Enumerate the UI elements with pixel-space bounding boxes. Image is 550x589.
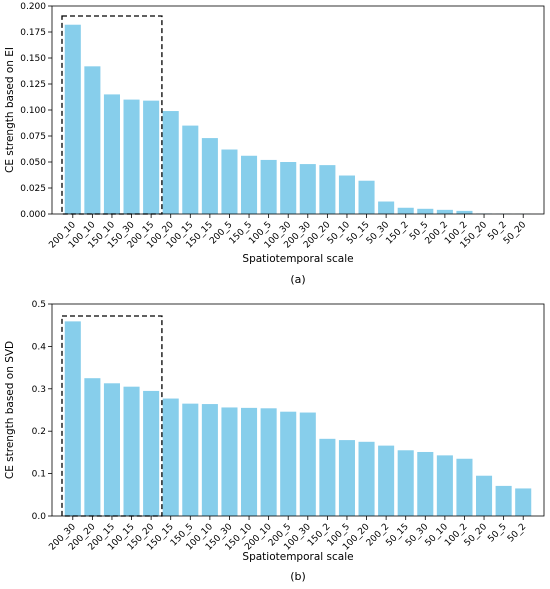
bar-100_15	[123, 386, 140, 516]
y-tick-label: 0.025	[20, 184, 46, 194]
bar-50_30	[417, 451, 434, 516]
bar-150_15	[201, 138, 218, 214]
x-axis-ticks-a: 200_10100_10150_10150_30200_15100_20100_…	[47, 214, 529, 251]
bar-150_10	[241, 407, 258, 516]
y-tick-label: 0.5	[32, 300, 46, 310]
x-axis-label-a: Spatiotemporal scale	[242, 253, 353, 265]
y-tick-label: 0.4	[32, 342, 47, 352]
highlight-box-a	[61, 15, 163, 215]
x-tick-label: 50_20	[463, 522, 490, 549]
x-tick-label: 50_20	[502, 220, 529, 247]
bar-100_2	[456, 458, 473, 516]
bar-100_2	[456, 210, 473, 214]
y-tick-label: 0.000	[20, 210, 46, 220]
bar-200_2	[378, 445, 395, 516]
y-tick-label: 0.2	[32, 427, 46, 437]
bar-200_5	[221, 149, 238, 214]
bar-100_5	[260, 159, 277, 214]
bar-50_5	[417, 208, 434, 214]
bar-50_20	[476, 475, 493, 516]
bar-100_20	[358, 441, 375, 516]
bar-200_10	[260, 408, 277, 516]
bar-200_20	[319, 165, 336, 214]
x-axis-label-b: Spatiotemporal scale	[242, 551, 353, 563]
bar-150_30	[221, 407, 238, 516]
y-tick-label: 0.0	[32, 512, 47, 522]
bar-150_30	[123, 99, 140, 214]
bar-50_5	[495, 485, 512, 516]
bar-50_10	[436, 455, 453, 516]
y-axis-label-b: CE strength based on SVD	[4, 341, 16, 479]
x-tick-label: 50_5	[486, 522, 508, 544]
panel-a: 0.000 0.025 0.050 0.075 0.100 0.125 0.150 0.175…	[4, 2, 545, 286]
bar-50_15	[397, 450, 414, 516]
bar-200_15	[103, 383, 120, 516]
y-axis-ticks-b: 0.0 0.1 0.2 0.3 0.4 0.5	[32, 300, 52, 522]
y-tick-label: 0.075	[20, 132, 46, 142]
bar-100_10	[201, 404, 218, 516]
y-tick-label: 0.050	[20, 158, 46, 168]
bar-150_5	[182, 403, 199, 516]
bar-50_2	[515, 488, 532, 516]
bar-200_30	[299, 164, 316, 214]
caption-a: (a)	[290, 273, 305, 286]
y-tick-label: 0.200	[20, 2, 46, 12]
x-axis-ticks-b: 200_30200_20200_15100_15150_20150_15150_…	[47, 516, 528, 553]
bar-group-a	[64, 24, 532, 214]
plot-frame-a	[51, 5, 545, 215]
bar-100_10	[84, 66, 101, 214]
bar-200_30	[64, 321, 81, 516]
y-tick-label: 0.100	[20, 106, 46, 116]
panel-b: 0.0 0.1 0.2 0.3 0.4 0.5 200_30200_20200_15100…	[4, 300, 545, 583]
bar-150_15	[162, 398, 179, 516]
bar-150_20	[143, 390, 160, 516]
bar-200_20	[84, 378, 101, 516]
bar-100_20	[162, 111, 179, 214]
bar-150_5	[241, 155, 258, 214]
caption-b: (b)	[290, 570, 306, 583]
bar-200_10	[64, 24, 81, 214]
y-axis-label-a: CE strength based on EI	[4, 47, 16, 173]
bar-100_30	[280, 162, 297, 214]
bar-200_15	[143, 100, 160, 214]
bar-100_30	[299, 412, 316, 516]
y-tick-label: 0.175	[20, 28, 46, 38]
y-tick-label: 0.150	[20, 54, 46, 64]
highlight-box-b	[61, 315, 163, 517]
y-tick-label: 0.3	[32, 385, 46, 395]
x-tick-label: 150_2	[384, 220, 410, 246]
y-tick-label: 0.125	[20, 80, 46, 90]
x-tick-label: 50_2	[506, 522, 528, 544]
y-tick-label: 0.1	[32, 470, 46, 480]
bar-100_15	[182, 125, 199, 214]
bar-50_10	[338, 175, 355, 214]
bar-50_30	[378, 201, 395, 214]
bar-50_15	[358, 180, 375, 214]
bar-100_5	[338, 440, 355, 516]
y-axis-ticks-a: 0.000 0.025 0.050 0.075 0.100 0.125 0.150 0.175…	[20, 2, 52, 220]
bar-200_2	[436, 209, 453, 214]
bar-150_2	[397, 207, 414, 214]
bar-group-b	[64, 321, 532, 516]
bar-200_5	[280, 411, 297, 516]
bar-150_2	[319, 438, 336, 516]
plot-frame-b	[51, 303, 545, 517]
bar-150_10	[103, 94, 120, 214]
